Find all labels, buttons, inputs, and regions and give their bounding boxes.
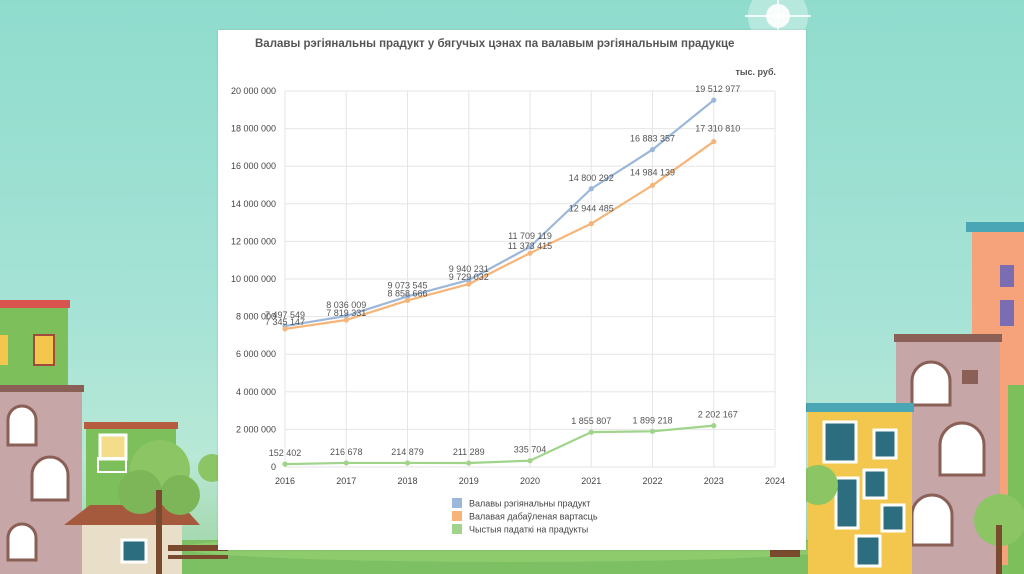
data-point [466,281,472,287]
series-line [284,424,714,466]
legend-swatch [452,498,462,508]
x-tick-label: 2022 [642,476,662,486]
y-tick-label: 2 000 000 [236,424,276,434]
data-point [343,317,349,323]
y-tick-label: 10 000 000 [231,274,276,284]
data-point [649,146,656,153]
y-tick-label: 0 [271,462,276,472]
y-tick-label: 8 000 000 [236,312,276,322]
x-tick-label: 2018 [397,476,417,486]
data-point [404,460,411,466]
data-point [404,297,411,304]
y-tick-label: 18 000 000 [231,124,276,134]
x-tick-label: 2020 [520,476,540,486]
data-point [711,138,717,145]
data-label: 12 944 485 [569,204,614,214]
data-point [404,293,411,300]
data-point [711,97,717,103]
y-tick-label: 20 000 000 [231,86,276,96]
data-point [588,429,594,435]
series-line [284,140,715,330]
data-label: 7 497 549 [265,310,305,320]
data-point [711,422,717,429]
data-label: 9 073 545 [387,280,427,290]
data-label: 1 855 807 [571,416,611,426]
legend: Валавы рэгіянальны прадукт Валавая дабаўл… [452,498,598,535]
data-point [466,460,472,466]
y-tick-label: 14 000 000 [231,199,276,209]
legend-label: Чыстыя падаткі на прадукты [469,525,588,535]
data-point [343,460,349,466]
data-label: 14 984 139 [630,167,675,177]
data-point [343,313,349,319]
legend-swatch [452,524,462,534]
data-point [527,244,533,250]
data-label: 7 345 147 [265,317,305,327]
series-line [284,99,715,328]
data-labels: 7 497 549 8 036 009 9 073 545 9 940 231 11 7… [265,84,740,458]
data-point [649,428,656,434]
data-label: 211 289 [453,447,485,457]
data-label: 16 883 357 [630,134,675,144]
grid [284,90,776,468]
y-tick-label: 4 000 000 [236,387,276,397]
data-point [527,458,533,464]
chart: Валавы рэгіянальны прадукт у бягучых цэн… [231,38,785,535]
data-label: 9 940 231 [449,264,489,274]
chart-card: Валавы рэгіянальны прадукт у бягучых цэн… [218,30,806,550]
data-label: 216 678 [330,447,363,457]
unit-label: тыс. руб. [735,67,776,77]
x-tick-label: 2021 [581,476,601,486]
x-tick-label: 2017 [336,476,356,486]
data-point [649,182,656,188]
x-tick-label: 2024 [765,476,785,486]
data-point [282,326,288,332]
y-tick-label: 16 000 000 [231,161,276,171]
data-point [282,461,288,467]
data-label: 2 202 167 [698,410,738,420]
axes: 0 2 000 000 4 000 000 6 000 000 8 000 000 10 … [231,86,785,486]
data-point [466,277,472,283]
data-label: 335 704 [514,445,547,455]
x-tick-label: 2019 [459,476,479,486]
chart-title: Валавы рэгіянальны прадукт у бягучых цэн… [255,38,734,50]
left-buildings [0,300,228,574]
data-label: 11 373 415 [508,241,552,251]
data-label: 17 310 810 [695,124,740,134]
data-label: 7 819 331 [326,308,366,318]
legend-label: Валавая дабаўленая вартасць [469,512,598,522]
x-tick-label: 2023 [704,476,724,486]
data-label: 1 899 218 [632,415,672,425]
data-label: 152 402 [269,448,302,458]
data-point [588,221,594,227]
data-label: 14 800 292 [569,173,614,183]
data-label: 19 512 977 [695,84,740,94]
legend-swatch [452,511,462,521]
legend-label: Валавы рэгіянальны прадукт [469,499,590,509]
right-buildings [770,222,1024,574]
data-label: 9 729 032 [449,272,489,282]
y-tick-label: 6 000 000 [236,349,276,359]
data-point [588,186,594,192]
data-label: 11 709 119 [508,231,552,241]
y-tick-label: 12 000 000 [231,236,276,246]
series-lines [282,97,717,467]
x-tick-label: 2016 [275,476,295,486]
data-label: 8 858 666 [387,288,427,298]
data-point [527,250,533,256]
data-label: 214 879 [391,447,424,457]
data-label: 8 036 009 [326,300,366,310]
